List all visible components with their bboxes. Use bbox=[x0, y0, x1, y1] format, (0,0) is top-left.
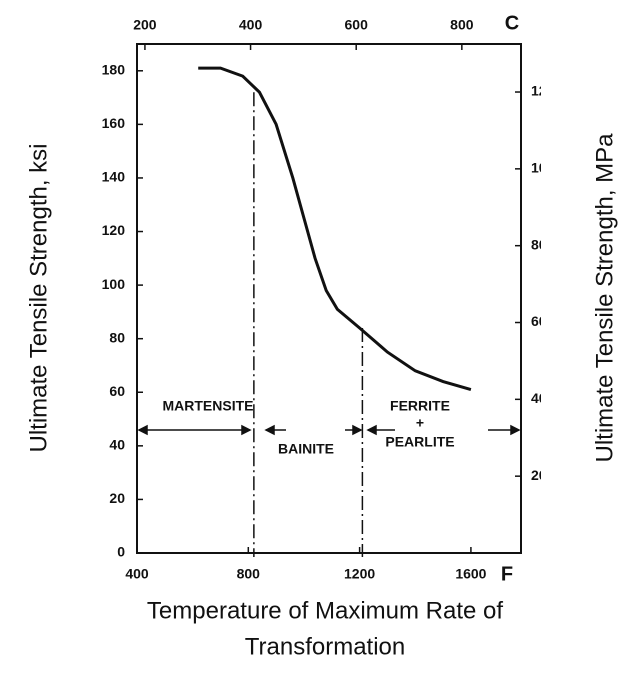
y-tick-label: 80 bbox=[109, 329, 125, 345]
x-axis-title: Transformation bbox=[245, 633, 406, 660]
x-tick-label: 1200 bbox=[344, 566, 375, 582]
y-tick-label: 100 bbox=[102, 276, 126, 292]
x2-tick-label: 200 bbox=[133, 17, 157, 33]
y2-axis-title: Ultimate Tensile Strength, MPa bbox=[591, 133, 618, 463]
y2-tick-label: 400 bbox=[531, 390, 555, 406]
y2-tick-label: 600 bbox=[531, 313, 555, 329]
x2-tick-label: 600 bbox=[345, 17, 369, 33]
y2-tick-label: 200 bbox=[531, 467, 555, 483]
x2-tick-label: 400 bbox=[239, 17, 263, 33]
x-tick-label: 800 bbox=[237, 566, 261, 582]
y-axis-title: Ultimate Tensile Strength, ksi bbox=[25, 143, 52, 452]
y2-tick-label: 1000 bbox=[531, 160, 562, 176]
phase-label: FERRITE bbox=[390, 398, 450, 414]
phase-label: PEARLITE bbox=[385, 434, 454, 450]
x2-tick-label: 800 bbox=[450, 17, 474, 33]
y-tick-label: 60 bbox=[109, 383, 125, 399]
x-unit: F bbox=[501, 563, 513, 585]
x-tick-label: 1600 bbox=[455, 566, 486, 582]
plot-frame bbox=[136, 43, 522, 554]
y-tick-label: 180 bbox=[102, 61, 126, 77]
y2-tick-label: 1200 bbox=[531, 83, 562, 99]
phase-label: + bbox=[416, 415, 424, 431]
phase-label: MARTENSITE bbox=[163, 398, 254, 414]
y-tick-label: 120 bbox=[102, 222, 126, 238]
x-tick-label: 400 bbox=[125, 566, 149, 582]
phase-arrows bbox=[137, 424, 521, 436]
curve bbox=[198, 66, 472, 392]
x-axis-title: Temperature of Maximum Rate of bbox=[147, 597, 503, 624]
y-tick-label: 40 bbox=[109, 437, 125, 453]
y-tick-label: 160 bbox=[102, 115, 126, 131]
phase-label: BAINITE bbox=[278, 441, 334, 457]
y-tick-label: 20 bbox=[109, 490, 125, 506]
y2-tick-label: 800 bbox=[531, 236, 555, 252]
y-tick-label: 0 bbox=[117, 544, 125, 560]
x2-unit: C bbox=[505, 12, 519, 34]
y-tick-label: 140 bbox=[102, 169, 126, 185]
